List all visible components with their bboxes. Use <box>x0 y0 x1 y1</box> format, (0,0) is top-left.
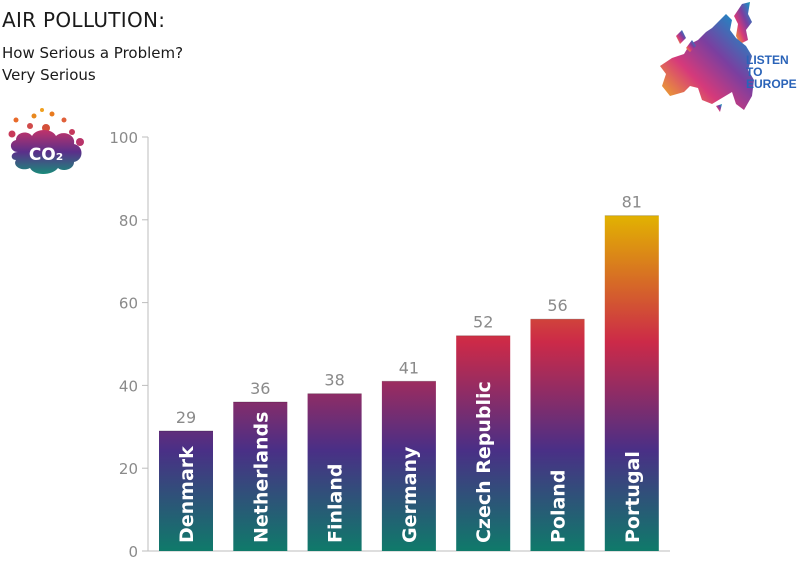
bar <box>159 430 213 551</box>
value-label: 41 <box>399 358 419 377</box>
logo-text-europe: EUROPE <box>746 77 797 91</box>
category-label: Poland <box>548 470 570 543</box>
category-label: Czech Republic <box>473 381 495 543</box>
bar <box>233 401 288 551</box>
bar <box>307 393 362 551</box>
co2-label: CO₂ <box>29 145 63 165</box>
bar <box>604 215 659 551</box>
bar <box>530 319 585 551</box>
y-tick-label: 100 <box>109 129 138 147</box>
category-label: Germany <box>399 446 421 543</box>
chart-title: AIR POLLUTION: <box>2 8 166 32</box>
subtitle-line-2: Very Serious <box>2 66 96 84</box>
category-label: Denmark <box>176 446 198 543</box>
subtitle-line-1: How Serious a Problem? <box>2 44 184 62</box>
value-label: 52 <box>473 313 493 332</box>
y-tick-label: 80 <box>119 212 138 230</box>
value-label: 56 <box>547 296 567 315</box>
value-label: 29 <box>176 408 196 427</box>
chart-subtitle: How Serious a Problem? Very Serious <box>2 42 183 86</box>
category-label: Netherlands <box>250 412 272 543</box>
value-label: 38 <box>324 371 344 390</box>
value-label: 81 <box>622 193 642 212</box>
bar <box>456 335 511 551</box>
chart-bars: 29 Denmark 36 Netherlands 38 Finland 41 Germany… <box>159 193 659 551</box>
category-label: Finland <box>325 464 347 543</box>
y-tick-label: 40 <box>119 377 138 395</box>
listen-to-europe-logo: LISTEN TO EUROPE <box>660 2 797 112</box>
y-tick-label: 0 <box>128 543 138 561</box>
logo-text-listen: LISTEN <box>746 53 789 67</box>
co2-cloud-icon: CO₂ <box>8 108 84 174</box>
y-tick-label: 20 <box>119 460 138 478</box>
europe-map-icon <box>660 2 754 112</box>
value-label: 36 <box>250 379 270 398</box>
logo-text-to: TO <box>746 65 762 79</box>
y-tick-label: 60 <box>119 295 138 313</box>
bar <box>381 381 436 551</box>
category-label: Portugal <box>622 451 644 543</box>
